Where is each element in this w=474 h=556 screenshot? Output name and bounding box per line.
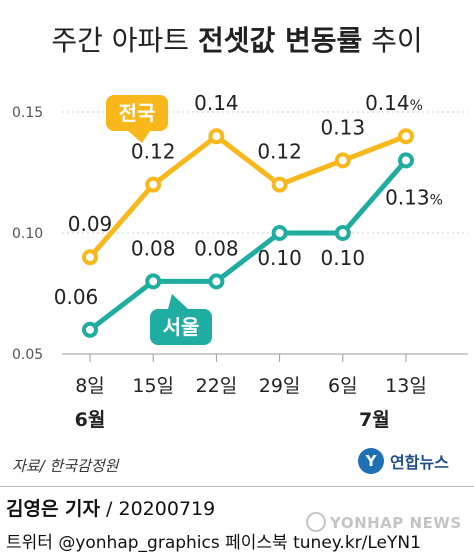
- y-tick-label: 0.15: [12, 105, 43, 121]
- x-tick-label: 15일: [132, 375, 174, 397]
- data-point: [145, 273, 162, 290]
- chart-title: 주간 아파트 전셋값 변동률 추이: [51, 24, 422, 57]
- legend-label: 전국: [119, 101, 156, 125]
- series-line-1: [88, 158, 408, 332]
- watermark: YONHAP NEWS: [306, 512, 462, 532]
- y-tick-label: 0.10: [12, 226, 43, 242]
- watermark-text: YONHAP NEWS: [330, 514, 462, 532]
- month-label: 6월: [75, 409, 106, 431]
- title-part-1: 주간 아파트: [51, 24, 198, 57]
- data-point: [82, 321, 98, 338]
- data-label: 0.09: [68, 212, 113, 236]
- line-chart: 주간 아파트 전셋값 변동률 추이 0.05 0.10 0.15 8일 15일 22일 2…: [12, 24, 468, 431]
- x-tick-label: 29일: [259, 375, 301, 397]
- legend-callout-tail: [128, 131, 150, 143]
- footer-divider: [0, 486, 474, 487]
- data-label: 0.12: [131, 140, 176, 164]
- data-label: 0.06: [54, 285, 99, 309]
- source-note: 자료/ 한국감정원: [12, 457, 119, 475]
- series-line-0: [88, 133, 407, 259]
- legend-badge: [106, 95, 168, 131]
- data-point: [398, 152, 414, 169]
- title-part-bold: 전셋값 변동률: [198, 24, 362, 57]
- data-label: 0.13: [321, 115, 366, 139]
- byline-separator: /: [100, 498, 119, 520]
- x-tick-label: 8일: [75, 375, 105, 397]
- series-layer: 0.09 0.12 0.14 0.12 0.130.14% 0.06 0.08 0.08 0.1…: [54, 91, 443, 338]
- x-tick-label: 22일: [196, 375, 238, 397]
- data-point: [208, 128, 225, 145]
- data-label: 0.14%: [365, 91, 423, 115]
- data-point: [82, 249, 98, 266]
- title-part-2: 추이: [362, 24, 422, 57]
- byline-date: 20200719: [118, 498, 216, 520]
- watermark-logo-icon: [306, 512, 326, 532]
- x-tick-label: 6일: [328, 375, 358, 397]
- agency-logo: Y 연합뉴스: [358, 448, 449, 474]
- yonhap-logo-icon: Y: [358, 448, 384, 474]
- legend-badge: [150, 309, 212, 345]
- social-links: 트위터 @yonhap_graphics 페이스북 tuney.kr/LeYN1: [6, 533, 421, 553]
- data-point: [271, 225, 288, 241]
- data-label: 0.08: [131, 236, 176, 260]
- x-axis: 8일 15일 22일 29일 6일 13일 6월 7월: [75, 354, 427, 431]
- month-label: 7월: [359, 409, 390, 431]
- legend-label: 서울: [163, 315, 200, 339]
- y-axis: 0.05 0.10 0.15: [12, 105, 43, 363]
- x-tick-label: 13일: [385, 375, 427, 397]
- data-point: [145, 176, 162, 193]
- unit-label: %: [430, 192, 443, 208]
- agency-name: 연합뉴스: [390, 453, 449, 472]
- legend-callout-tail: [168, 294, 188, 309]
- data-label: 0.14: [194, 91, 239, 115]
- grid: [62, 111, 468, 355]
- data-point: [208, 273, 225, 290]
- data-point: [334, 225, 351, 241]
- reporter-name: 김영은 기자: [6, 498, 101, 520]
- data-label: 0.08: [194, 236, 239, 260]
- unit-label: %: [410, 98, 423, 114]
- data-label: 0.10: [321, 246, 366, 270]
- y-tick-label: 0.05: [12, 347, 43, 363]
- data-point: [334, 152, 351, 169]
- data-label: 0.10: [257, 246, 302, 270]
- data-label: 0.13%: [385, 185, 443, 209]
- data-label: 0.12: [257, 140, 302, 164]
- data-point: [398, 128, 414, 145]
- data-point: [271, 176, 288, 193]
- byline: 김영은 기자 / 20200719: [6, 494, 215, 521]
